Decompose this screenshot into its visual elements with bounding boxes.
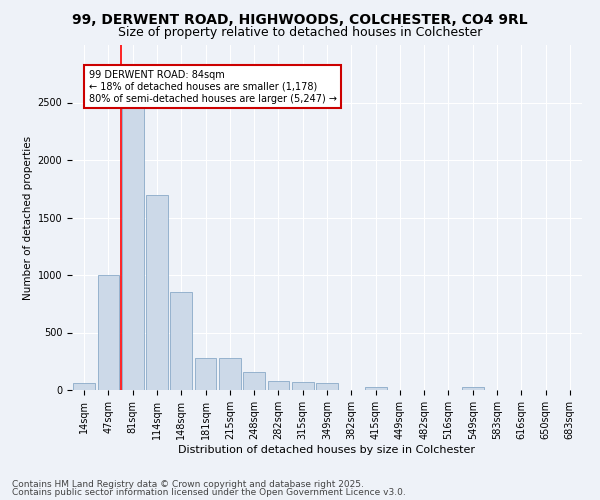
Bar xyxy=(97,275,119,390)
Bar xyxy=(292,382,314,390)
Bar xyxy=(146,194,168,390)
Bar xyxy=(268,381,289,390)
X-axis label: Distribution of detached houses by size in Colchester: Distribution of detached houses by size … xyxy=(179,444,476,454)
Bar xyxy=(365,386,386,390)
Bar xyxy=(219,358,241,390)
Y-axis label: Number of detached properties: Number of detached properties xyxy=(23,136,34,300)
Bar xyxy=(194,358,217,390)
Bar xyxy=(73,383,95,390)
Text: 99, DERWENT ROAD, HIGHWOODS, COLCHESTER, CO4 9RL: 99, DERWENT ROAD, HIGHWOODS, COLCHESTER,… xyxy=(72,12,528,26)
Text: Size of property relative to detached houses in Colchester: Size of property relative to detached ho… xyxy=(118,26,482,39)
Text: Contains HM Land Registry data © Crown copyright and database right 2025.: Contains HM Land Registry data © Crown c… xyxy=(12,480,364,489)
Bar xyxy=(243,372,265,390)
Bar xyxy=(170,292,192,390)
Text: Contains public sector information licensed under the Open Government Licence v3: Contains public sector information licen… xyxy=(12,488,406,497)
Text: 99 DERWENT ROAD: 84sqm
← 18% of detached houses are smaller (1,178)
80% of semi-: 99 DERWENT ROAD: 84sqm ← 18% of detached… xyxy=(89,70,337,104)
Bar xyxy=(316,383,338,390)
Bar xyxy=(462,386,484,390)
Bar xyxy=(122,102,143,390)
